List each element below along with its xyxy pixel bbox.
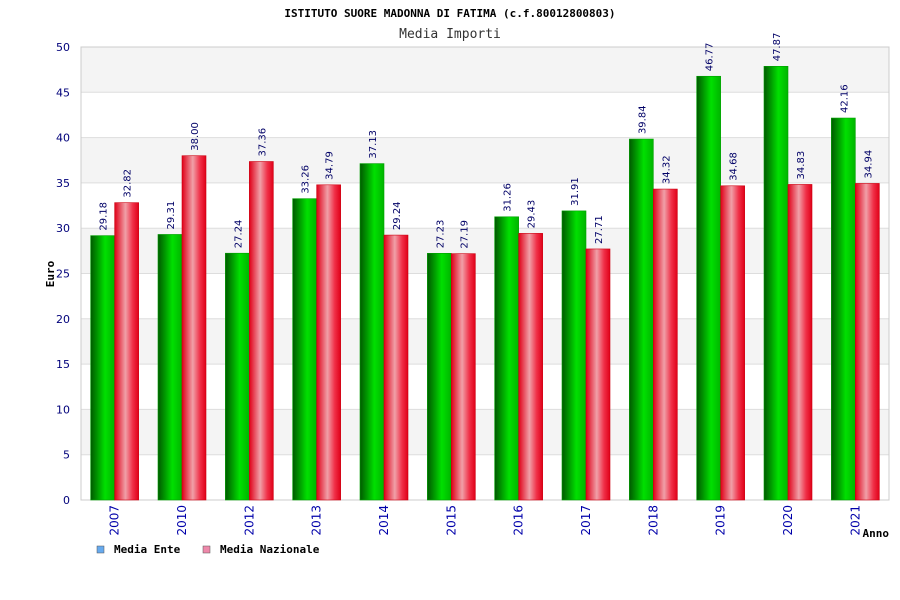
y-tick-label: 30 xyxy=(56,222,70,235)
y-tick-label: 20 xyxy=(56,313,70,326)
y-tick-label: 10 xyxy=(56,403,70,416)
chart-subtitle: Media Importi xyxy=(399,27,501,42)
bar-media-ente xyxy=(763,65,789,501)
bar-value-label: 29.18 xyxy=(99,202,110,231)
bar-value-label: 33.26 xyxy=(301,165,312,194)
x-axis-ticks: 2007 2010 2012 2013 2014 2015 2016 2017 2018 2019… xyxy=(108,505,863,536)
bar-value-label: 31.91 xyxy=(570,177,581,206)
y-tick-label: 35 xyxy=(56,177,70,190)
legend-label: Media Ente xyxy=(114,543,181,556)
y-axis-title: Euro xyxy=(44,260,57,287)
bar-media-ente xyxy=(696,75,721,501)
bar-media-ente xyxy=(427,252,452,501)
bar-value-label: 37.36 xyxy=(257,128,268,157)
bar-value-label: 29.24 xyxy=(392,201,403,230)
y-tick-label: 25 xyxy=(56,268,70,281)
bar-media-nazionale xyxy=(451,253,476,501)
legend: Media Ente Media Nazionale xyxy=(96,543,320,556)
bar-value-label: 34.94 xyxy=(863,150,874,179)
bar-media-ente xyxy=(292,198,317,501)
x-tick-label: 2015 xyxy=(444,505,458,536)
x-tick-label: 2019 xyxy=(714,505,728,536)
x-tick-label: 2016 xyxy=(512,505,526,536)
x-tick-label: 2021 xyxy=(848,505,862,536)
plot-background xyxy=(81,47,889,500)
x-tick-label: 2013 xyxy=(310,505,324,536)
bar-media-nazionale xyxy=(653,188,678,501)
y-tick-label: 15 xyxy=(56,358,70,371)
bar-media-nazionale xyxy=(518,233,543,501)
y-tick-label: 40 xyxy=(56,132,70,145)
x-tick-label: 2012 xyxy=(242,505,256,536)
bar-media-ente xyxy=(629,138,654,501)
x-tick-label: 2018 xyxy=(646,505,660,536)
legend-swatch xyxy=(96,545,105,554)
plot-band xyxy=(81,409,889,455)
plot-band xyxy=(81,182,889,229)
plot-band xyxy=(81,92,889,138)
y-tick-label: 50 xyxy=(56,41,70,54)
bar-value-label: 27.71 xyxy=(594,215,605,244)
plot-band xyxy=(81,137,889,183)
bar-value-label: 34.32 xyxy=(661,155,672,184)
plot-band xyxy=(81,454,889,500)
plot-band xyxy=(81,273,889,319)
bar-media-ente xyxy=(90,235,115,501)
bar-media-ente xyxy=(831,117,856,501)
bar-value-label: 39.84 xyxy=(637,105,648,134)
y-tick-label: 5 xyxy=(63,449,70,462)
bar-value-label: 34.68 xyxy=(729,152,740,181)
legend-swatch xyxy=(202,545,211,554)
grid-lines xyxy=(80,46,890,501)
legend-label: Media Nazionale xyxy=(220,543,320,556)
bar-media-ente xyxy=(157,234,183,501)
y-axis-ticks: 0 5 10 15 20 25 30 35 40 45 50 xyxy=(56,41,70,507)
bar-value-label: 42.16 xyxy=(839,84,850,113)
plot-band xyxy=(81,47,889,93)
y-tick-label: 45 xyxy=(56,86,70,99)
bar-media-nazionale xyxy=(855,183,880,501)
bar-media-ente xyxy=(561,210,587,501)
value-labels: 29.18 32.82 29.31 38.00 27.24 37.36 33.26 34.79… xyxy=(99,33,875,249)
bar-media-nazionale xyxy=(787,184,813,501)
bar-value-label: 27.19 xyxy=(459,220,470,249)
bar-media-ente xyxy=(494,216,519,501)
bar-media-nazionale xyxy=(249,161,274,501)
x-tick-label: 2007 xyxy=(108,505,122,536)
x-axis-title: Anno xyxy=(863,527,890,540)
x-tick-label: 2017 xyxy=(579,505,593,536)
bar-value-label: 38.00 xyxy=(190,122,201,151)
plot-band xyxy=(81,364,889,410)
bar-value-label: 37.13 xyxy=(368,130,379,159)
bar-value-label: 31.26 xyxy=(503,183,514,212)
bar-value-label: 29.31 xyxy=(166,201,177,230)
bar-value-label: 27.23 xyxy=(435,220,446,249)
bar-media-nazionale xyxy=(720,185,745,501)
y-tick-label: 0 xyxy=(63,494,70,507)
bar-value-label: 27.24 xyxy=(233,220,244,249)
chart-title: ISTITUTO SUORE MADONNA DI FATIMA (c.f.80… xyxy=(284,7,615,20)
bar-value-label: 34.79 xyxy=(325,151,336,180)
bar-media-nazionale xyxy=(181,155,207,501)
bar-value-label: 29.43 xyxy=(527,200,538,229)
plot-band xyxy=(81,228,889,274)
plot-border xyxy=(80,46,890,501)
bar-value-label: 47.87 xyxy=(772,33,783,62)
x-tick-label: 2010 xyxy=(175,505,189,536)
bar-media-nazionale xyxy=(114,202,139,501)
x-tick-label: 2014 xyxy=(377,505,391,536)
bar-media-nazionale xyxy=(316,184,341,501)
x-tick-label: 2020 xyxy=(781,505,795,536)
bar-media-ente xyxy=(359,163,385,501)
bar-value-label: 34.83 xyxy=(796,151,807,180)
bar-media-nazionale xyxy=(585,248,611,501)
bars xyxy=(90,65,880,501)
bar-media-nazionale xyxy=(383,234,409,501)
bar-value-label: 32.82 xyxy=(123,169,134,198)
plot-band xyxy=(81,318,889,365)
bar-media-ente xyxy=(225,252,250,501)
bar-value-label: 46.77 xyxy=(705,43,716,72)
